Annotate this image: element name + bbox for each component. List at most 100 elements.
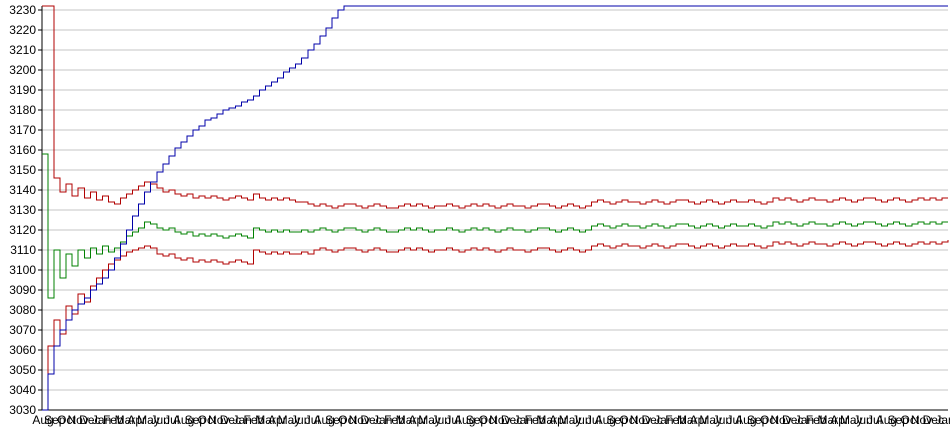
- y-axis-tick-label: 3120: [9, 223, 36, 237]
- y-axis-tick-label: 3110: [10, 243, 36, 257]
- x-axis-month-label: Nov: [770, 413, 791, 427]
- x-axis-month-label: Dec: [220, 413, 241, 427]
- x-axis-month-label: Apr: [549, 413, 568, 427]
- y-axis-tick-label: 3060: [9, 343, 36, 357]
- series-line-lower-band: [42, 240, 949, 411]
- x-axis-month-label: Jul: [726, 413, 741, 427]
- x-axis-month-label: Oct: [479, 413, 498, 427]
- x-axis-month-label: Aug: [595, 413, 616, 427]
- x-axis-month-label: Jan: [373, 413, 392, 427]
- y-axis-tick-label: 3170: [9, 123, 36, 137]
- x-axis-month-label: Mar: [677, 413, 698, 427]
- y-axis-tick-label: 3090: [9, 283, 36, 297]
- y-axis-tick-label: 3190: [9, 83, 36, 97]
- x-axis-month-label: Aug: [454, 413, 475, 427]
- y-axis-tick-label: 3040: [9, 383, 36, 397]
- x-axis-month-label: Oct: [338, 413, 357, 427]
- y-axis-tick-label: 3140: [9, 183, 36, 197]
- x-axis-month-label: Dec: [923, 413, 944, 427]
- y-axis-tick-label: 3220: [9, 23, 36, 37]
- x-axis-month-label: Nov: [349, 413, 370, 427]
- x-axis-month-label: Feb: [525, 413, 546, 427]
- y-axis-tick-label: 3030: [9, 403, 36, 417]
- x-axis-month-label: Jun: [713, 413, 732, 427]
- x-axis-month-label: Nov: [911, 413, 932, 427]
- x-axis-month-label: Dec: [501, 413, 522, 427]
- x-axis-month-label: Nov: [489, 413, 510, 427]
- x-axis-month-label: Oct: [760, 413, 779, 427]
- x-axis-month-label: Jan: [935, 413, 950, 427]
- x-axis-month-label: Feb: [384, 413, 405, 427]
- x-axis-month-label: Jul: [867, 413, 882, 427]
- x-axis-month-label: Aug: [876, 413, 897, 427]
- x-axis-month-label: Jul: [305, 413, 320, 427]
- x-axis-month-label: Mar: [396, 413, 417, 427]
- y-axis-tick-label: 3080: [9, 303, 36, 317]
- x-axis-month-label: Feb: [665, 413, 686, 427]
- x-axis-month-label: Jul: [164, 413, 179, 427]
- x-axis-month-label: May: [559, 413, 582, 427]
- x-axis-month-label: Aug: [313, 413, 334, 427]
- y-axis-tick-label: 3200: [9, 63, 36, 77]
- x-axis-month-label: Dec: [641, 413, 662, 427]
- x-axis-month-label: Sep: [466, 413, 488, 427]
- series-line-upper-band: [42, 5, 948, 209]
- x-axis-month-label: Aug: [173, 413, 194, 427]
- x-axis-month-label: Mar: [255, 413, 276, 427]
- x-axis-month-label: Nov: [630, 413, 651, 427]
- x-axis-month-label: Jan: [514, 413, 533, 427]
- x-axis-month-label: Jun: [432, 413, 451, 427]
- y-axis-tick-label: 3100: [9, 263, 36, 277]
- x-axis-month-label: May: [278, 413, 301, 427]
- x-axis-month-label: Oct: [57, 413, 76, 427]
- x-axis-month-label: Sep: [887, 413, 909, 427]
- y-axis-tick-label: 3130: [9, 203, 36, 217]
- x-axis-month-label: Apr: [690, 413, 709, 427]
- series-line-cumulative: [42, 5, 948, 411]
- x-axis-month-label: May: [840, 413, 863, 427]
- x-axis-month-label: May: [137, 413, 160, 427]
- y-axis-tick-label: 3210: [9, 43, 36, 57]
- x-axis-month-label: Apr: [127, 413, 146, 427]
- x-axis-month-label: Jan: [654, 413, 673, 427]
- x-axis-month-label: Oct: [619, 413, 638, 427]
- x-axis-month-label: Jan: [232, 413, 251, 427]
- x-axis-month-label: Apr: [409, 413, 428, 427]
- x-axis-month-label: Oct: [198, 413, 217, 427]
- y-axis-tick-label: 3180: [9, 103, 36, 117]
- x-axis-month-label: Jun: [572, 413, 591, 427]
- x-axis-month-label: Sep: [747, 413, 769, 427]
- x-axis-month-label: Nov: [208, 413, 229, 427]
- x-axis-month-label: Mar: [115, 413, 136, 427]
- x-axis-month-label: Dec: [79, 413, 100, 427]
- series-line-mean: [42, 153, 948, 299]
- x-axis-month-label: Apr: [268, 413, 287, 427]
- x-axis-month-label: Feb: [103, 413, 124, 427]
- x-axis-month-label: Jul: [445, 413, 460, 427]
- x-axis-month-label: Nov: [67, 413, 88, 427]
- x-axis-month-label: Feb: [244, 413, 265, 427]
- x-axis-month-label: Dec: [782, 413, 803, 427]
- x-axis-month-label: Sep: [325, 413, 347, 427]
- x-axis-month-label: Jun: [853, 413, 872, 427]
- x-axis-month-label: Sep: [185, 413, 207, 427]
- x-axis-month-label: Sep: [44, 413, 66, 427]
- x-axis-month-label: Jun: [150, 413, 169, 427]
- y-axis-tick-label: 3150: [9, 163, 36, 177]
- y-axis-tick-label: 3050: [9, 363, 36, 377]
- x-axis-month-label: Mar: [536, 413, 557, 427]
- x-axis-month-label: Oct: [901, 413, 920, 427]
- x-axis-month-label: Jul: [586, 413, 601, 427]
- x-axis-month-label: Jan: [92, 413, 111, 427]
- y-axis-tick-label: 3230: [9, 3, 36, 17]
- x-axis-month-label: Aug: [32, 413, 53, 427]
- x-axis-month-label: Sep: [606, 413, 628, 427]
- x-axis-month-label: Jun: [291, 413, 310, 427]
- x-axis-month-label: May: [418, 413, 441, 427]
- x-axis-month-label: Feb: [806, 413, 827, 427]
- y-axis-tick-label: 3160: [9, 143, 36, 157]
- x-axis-month-label: Mar: [818, 413, 839, 427]
- x-axis-month-label: Dec: [360, 413, 381, 427]
